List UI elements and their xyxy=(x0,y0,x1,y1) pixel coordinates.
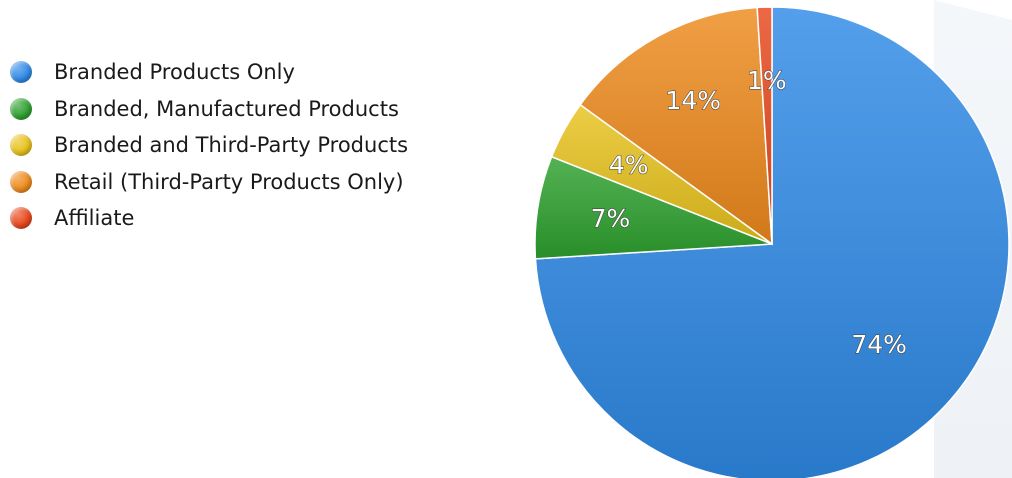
data-label-retail-third-party-products-only: 14% xyxy=(665,86,721,115)
legend-item-affiliate: Affiliate xyxy=(10,200,408,237)
data-label-branded-manufactured-products: 7% xyxy=(591,204,631,233)
legend-label: Branded Products Only xyxy=(54,60,295,85)
legend-label: Branded and Third-Party Products xyxy=(54,133,409,158)
legend-swatch xyxy=(10,134,32,157)
chart-legend: Branded Products Only Branded, Manufactur… xyxy=(10,54,408,237)
legend-item-branded-and-third-party-products: Branded and Third-Party Products xyxy=(10,127,408,164)
pie-slice-retail-third-party-products-only xyxy=(579,6,773,246)
background-notch xyxy=(934,0,1012,20)
pie-labels: 74% 7% 4% 14% 1% xyxy=(590,66,907,360)
data-label-branded-and-third-party-products: 4% xyxy=(609,151,649,180)
legend-label: Branded, Manufactured Products xyxy=(54,96,399,121)
legend-item-branded-manufactured-products: Branded, Manufactured Products xyxy=(10,91,408,128)
legend-swatch xyxy=(10,207,32,230)
pie-slices xyxy=(534,6,1010,478)
pie-slice-branded-manufactured-products xyxy=(534,155,773,260)
data-label-branded-products-only: 74% xyxy=(851,330,907,359)
legend-label: Retail (Third-Party Products Only) xyxy=(54,169,404,194)
data-label-affiliate: 1% xyxy=(747,66,787,95)
legend-item-branded-products-only: Branded Products Only xyxy=(10,54,408,91)
legend-label: Affiliate xyxy=(54,206,135,231)
legend-item-retail-third-party-products-only: Retail (Third-Party Products Only) xyxy=(10,164,408,201)
legend-swatch xyxy=(10,97,32,120)
legend-swatch xyxy=(10,170,32,193)
pie-slice-affiliate xyxy=(756,6,773,245)
legend-swatch xyxy=(10,61,32,84)
